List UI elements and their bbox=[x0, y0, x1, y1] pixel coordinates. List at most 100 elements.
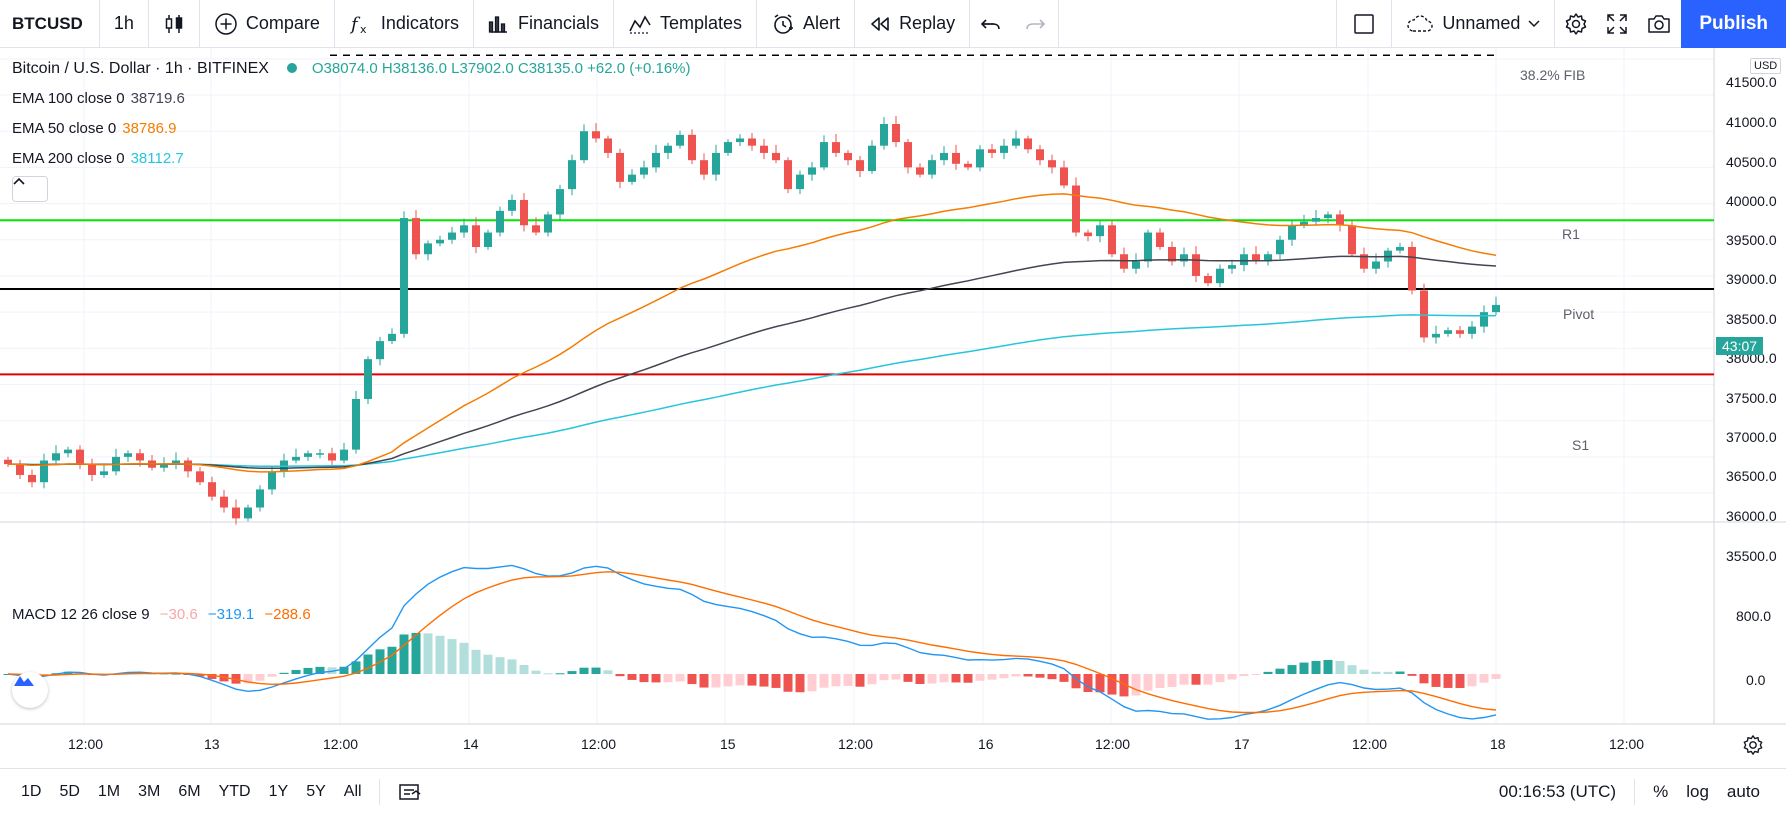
candle-body bbox=[1192, 254, 1200, 276]
candle-body bbox=[760, 145, 768, 153]
alert-label: Alert bbox=[803, 13, 841, 33]
symbol-search[interactable]: BTCUSD bbox=[0, 0, 100, 48]
macd-histogram-bar bbox=[1035, 674, 1045, 678]
range-5d[interactable]: 5D bbox=[59, 783, 80, 800]
candle-body bbox=[772, 152, 780, 161]
macd-histogram-bar bbox=[999, 674, 1009, 679]
tradingview-logo[interactable] bbox=[12, 672, 48, 708]
price-tick: 37500.0 bbox=[1726, 390, 1777, 406]
candle-body bbox=[28, 474, 36, 483]
range-all[interactable]: All bbox=[343, 783, 362, 800]
auto-toggle[interactable]: auto bbox=[1726, 782, 1760, 801]
candle-body bbox=[1156, 232, 1164, 248]
range-3m[interactable]: 3M bbox=[138, 783, 161, 800]
candle-body bbox=[1444, 330, 1452, 334]
fullscreen-button[interactable] bbox=[1597, 0, 1637, 48]
clock-timezone[interactable]: 00:16:53 (UTC) bbox=[1498, 782, 1617, 801]
candle-body bbox=[1228, 265, 1236, 269]
alert-button[interactable]: Alert bbox=[757, 0, 856, 48]
financials-button[interactable]: Financials bbox=[474, 0, 614, 48]
macd-histogram-bar bbox=[1203, 674, 1213, 685]
macd-histogram-bar bbox=[1299, 662, 1309, 674]
macd-histogram-bar bbox=[1143, 674, 1153, 691]
candle-body bbox=[616, 152, 624, 182]
screenshot-button[interactable] bbox=[1637, 0, 1681, 48]
date-range-icon[interactable] bbox=[398, 782, 422, 802]
percent-toggle[interactable]: % bbox=[1653, 782, 1669, 801]
fullscreen-icon bbox=[1607, 13, 1628, 34]
candle-body bbox=[1456, 330, 1464, 334]
collapse-legend-button[interactable] bbox=[12, 176, 48, 202]
macd-histogram-bar bbox=[483, 654, 493, 674]
compare-button[interactable]: Compare bbox=[200, 0, 335, 48]
fib-label: 38.2% FIB bbox=[1520, 67, 1586, 83]
chevron-up-icon bbox=[13, 177, 25, 185]
candle-body bbox=[184, 460, 192, 472]
log-toggle[interactable]: log bbox=[1686, 782, 1709, 801]
candle-body bbox=[124, 453, 132, 457]
layout-select-button[interactable] bbox=[1337, 0, 1393, 48]
interval-button[interactable]: 1h bbox=[100, 0, 149, 48]
candle-body bbox=[652, 152, 660, 168]
chart-type-button[interactable] bbox=[149, 0, 200, 48]
macd-histogram-bar bbox=[1191, 674, 1201, 685]
macd-histogram-bar bbox=[879, 674, 889, 681]
candle-body bbox=[1408, 247, 1416, 291]
candle-body bbox=[976, 149, 984, 168]
macd-histogram-bar bbox=[699, 674, 709, 688]
pivot-label: Pivot bbox=[1563, 306, 1595, 322]
price-tick: 40000.0 bbox=[1726, 193, 1777, 209]
candle-body bbox=[532, 225, 540, 233]
candle-body bbox=[1324, 214, 1332, 219]
candle-body bbox=[820, 142, 828, 168]
save-layout-button[interactable]: Unnamed bbox=[1392, 0, 1556, 48]
candle-body bbox=[724, 142, 732, 153]
macd-histogram-bar bbox=[1131, 674, 1141, 696]
macd-histogram-bar bbox=[351, 661, 361, 674]
replay-button[interactable]: Replay bbox=[855, 0, 971, 48]
time-tick: 12:00 bbox=[1095, 736, 1131, 752]
chart-area[interactable]: Bitcoin / U.S. Dollar · 1h · BITFINEX O3… bbox=[0, 48, 1786, 768]
redo-button[interactable] bbox=[1012, 0, 1060, 48]
macd-histogram-bar bbox=[171, 673, 181, 675]
range-5y[interactable]: 5Y bbox=[306, 783, 326, 800]
macd-histogram-bar bbox=[759, 674, 769, 687]
macd-histogram-bar bbox=[567, 671, 577, 674]
macd-signal-value: −288.6 bbox=[264, 606, 311, 623]
undo-button[interactable] bbox=[970, 0, 1012, 48]
range-1d[interactable]: 1D bbox=[21, 783, 42, 800]
candle-body bbox=[220, 496, 228, 508]
publish-button[interactable]: Publish bbox=[1681, 0, 1786, 48]
current-price-tag: 43:07 bbox=[1716, 337, 1764, 355]
candle-body bbox=[1264, 254, 1272, 262]
separator bbox=[1634, 779, 1636, 805]
chart-settings-gear-icon[interactable] bbox=[1742, 734, 1764, 756]
candle-body bbox=[472, 225, 480, 248]
ema100-legend: EMA 100 close 0 38719.6 bbox=[12, 90, 185, 107]
ema50-value: 38786.9 bbox=[122, 120, 177, 137]
macd-histogram-bar bbox=[1167, 674, 1177, 688]
redo-icon bbox=[1026, 18, 1046, 29]
macd-histogram-bar bbox=[615, 674, 625, 677]
candle-body bbox=[1036, 149, 1044, 161]
candle-body bbox=[748, 138, 756, 146]
range-1y[interactable]: 1Y bbox=[268, 783, 289, 800]
templates-button[interactable]: Templates bbox=[614, 0, 758, 48]
candle-body bbox=[736, 138, 744, 143]
range-6m[interactable]: 6M bbox=[178, 783, 201, 800]
range-1m[interactable]: 1M bbox=[97, 783, 121, 800]
chart-canvas[interactable] bbox=[0, 48, 1786, 768]
macd-histogram-bar bbox=[591, 667, 601, 674]
currency-label[interactable]: USD bbox=[1750, 58, 1782, 74]
range-ytd[interactable]: YTD bbox=[218, 783, 251, 800]
settings-button[interactable] bbox=[1555, 0, 1597, 48]
macd-histogram-bar bbox=[447, 639, 457, 674]
toolbar-spacer bbox=[1059, 0, 1338, 48]
candle-body bbox=[1336, 214, 1344, 226]
candle-body bbox=[412, 218, 420, 255]
candle-body bbox=[1288, 225, 1296, 240]
macd-histogram-bar bbox=[1107, 674, 1117, 695]
candle-body bbox=[952, 152, 960, 164]
candle-body bbox=[580, 131, 588, 161]
